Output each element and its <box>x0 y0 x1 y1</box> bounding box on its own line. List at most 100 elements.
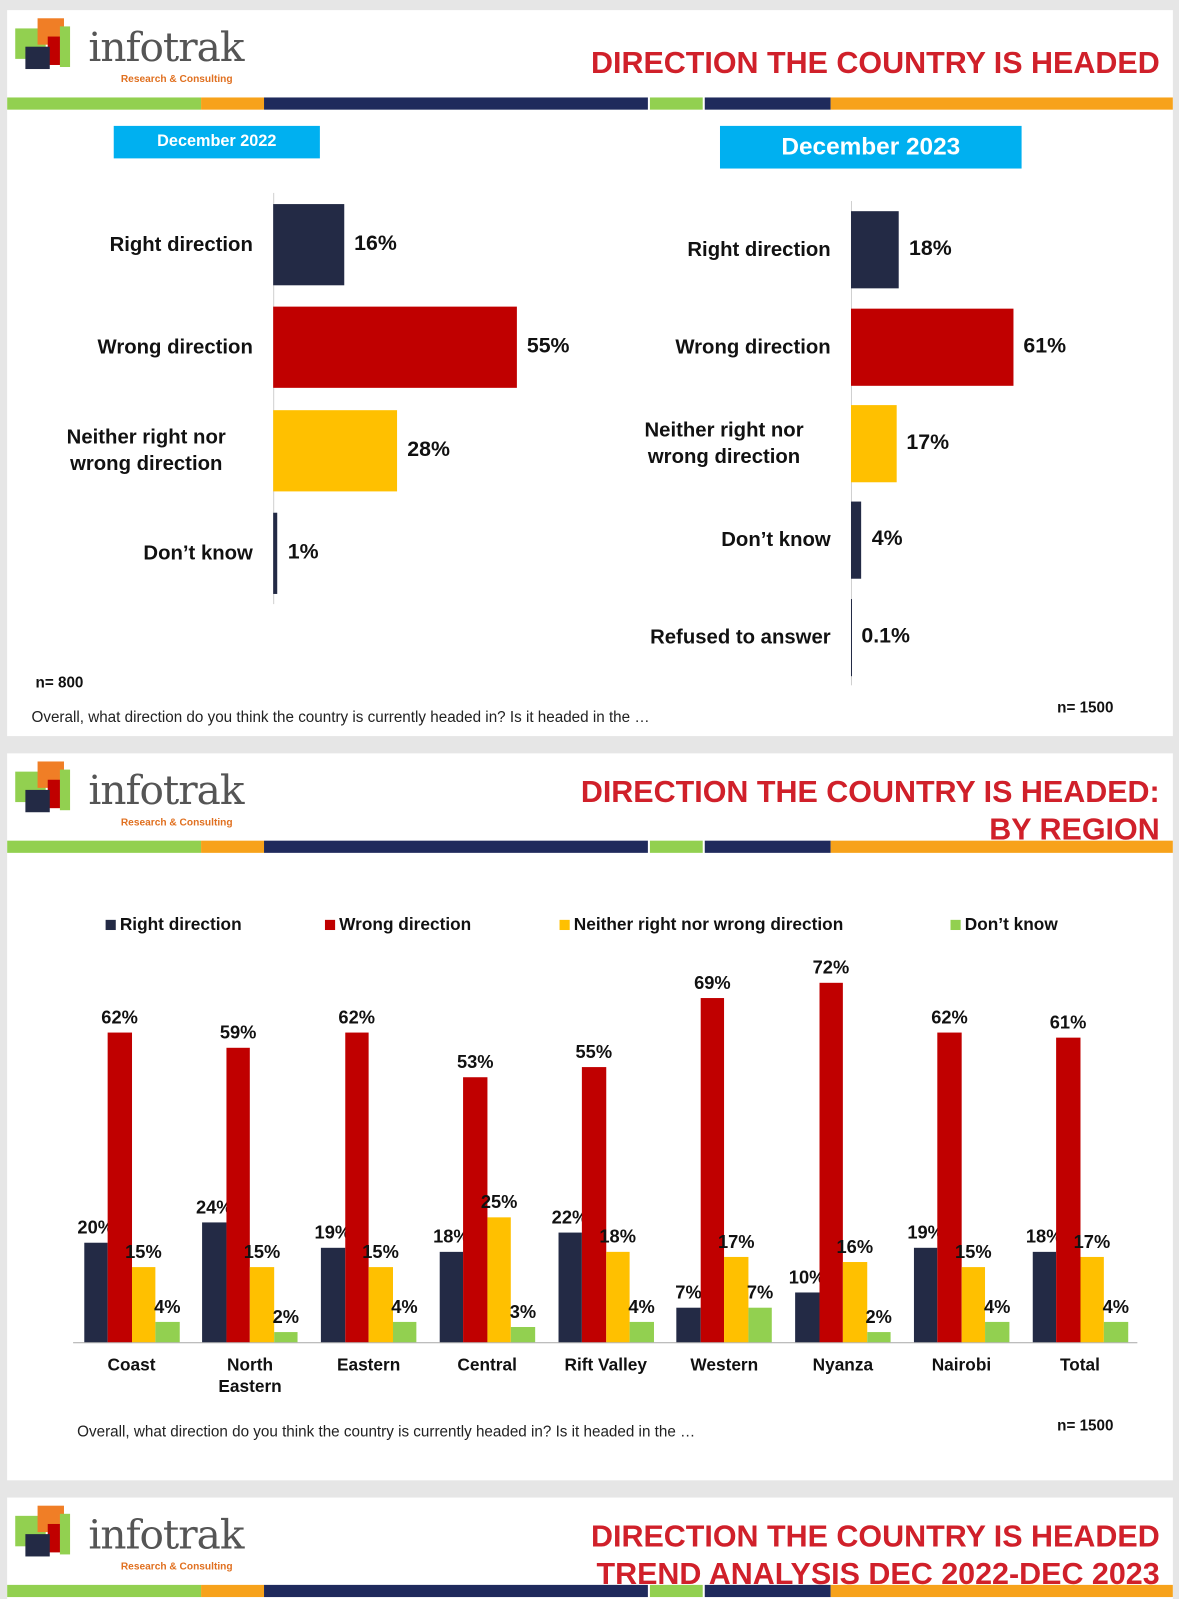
slide-title: DIRECTION THE COUNTRY IS HEADED <box>591 1520 1160 1555</box>
value-label: 18% <box>587 1227 647 1248</box>
bar <box>700 998 724 1343</box>
logo-block <box>25 47 49 69</box>
bar <box>914 1247 938 1342</box>
category-label: Nyanza <box>792 1354 894 1375</box>
value-label: 16% <box>825 1237 885 1258</box>
value-label: 2% <box>848 1307 908 1328</box>
color-stripe <box>7 1585 201 1597</box>
sample-size: n= 1500 <box>1057 1417 1113 1434</box>
category-label: Right direction <box>617 209 830 290</box>
value-label: 15% <box>113 1242 173 1263</box>
legend-label: Neither right nor wrong direction <box>574 915 844 935</box>
value-label: 4% <box>872 527 903 551</box>
slide-title: DIRECTION THE COUNTRY IS HEADED: <box>581 776 1160 811</box>
legend-swatch <box>106 920 116 930</box>
bar <box>273 410 397 491</box>
value-label: 4% <box>374 1297 434 1318</box>
value-label: 28% <box>407 438 450 462</box>
value-label: 62% <box>89 1007 149 1028</box>
slide-title: DIRECTION THE COUNTRY IS HEADED <box>591 47 1160 82</box>
bar <box>867 1332 891 1342</box>
category-label: Coast <box>81 1354 183 1375</box>
value-label: 61% <box>1038 1012 1098 1033</box>
category-label: Wrong direction <box>40 307 253 388</box>
bar <box>226 1048 250 1343</box>
bar <box>202 1222 226 1342</box>
category-label: Rift Valley <box>555 1354 657 1375</box>
category-label: Neither right nor wrong direction <box>617 403 830 484</box>
bar <box>1104 1322 1128 1342</box>
sample-size: n= 800 <box>36 674 84 691</box>
sample-size: n= 1500 <box>1057 700 1113 717</box>
bar <box>273 204 344 285</box>
category-label: Wrong direction <box>617 307 830 388</box>
value-label: 17% <box>1062 1232 1122 1253</box>
value-label: 61% <box>1023 334 1066 358</box>
color-stripe <box>264 97 648 109</box>
slide-title: BY REGION <box>989 813 1159 848</box>
color-stripe <box>705 97 831 109</box>
bar <box>392 1322 416 1342</box>
bar <box>938 1033 962 1343</box>
bar <box>558 1232 582 1342</box>
bar <box>1032 1252 1056 1342</box>
value-label: 53% <box>445 1052 505 1073</box>
value-label: 7% <box>730 1282 790 1303</box>
legend-swatch <box>560 920 570 930</box>
category-label: Refused to answer <box>617 597 830 678</box>
logo-tagline: Research & Consulting <box>121 1562 233 1573</box>
bar <box>345 1033 369 1343</box>
color-stripe <box>201 841 264 853</box>
value-label: 55% <box>564 1042 624 1063</box>
value-label: 55% <box>527 334 570 358</box>
logo-text: infotrak <box>88 1512 243 1559</box>
color-stripe <box>831 97 1173 109</box>
bar <box>851 309 1013 386</box>
value-label: 59% <box>208 1022 268 1043</box>
logo-block <box>60 770 70 811</box>
color-stripe <box>705 841 831 853</box>
logo-block <box>25 790 49 812</box>
footnote: Overall, what direction do you think the… <box>31 709 649 726</box>
bar <box>108 1033 132 1343</box>
bar <box>511 1327 535 1342</box>
color-stripe <box>201 97 264 109</box>
bar <box>851 405 896 482</box>
legend-swatch <box>325 920 335 930</box>
category-label: North Eastern <box>199 1354 301 1397</box>
bar <box>439 1252 463 1342</box>
legend-label: Don’t know <box>965 915 1058 935</box>
legend-swatch <box>951 920 961 930</box>
category-label: Central <box>436 1354 538 1375</box>
bar <box>487 1217 511 1342</box>
bar <box>250 1267 274 1342</box>
bar <box>84 1242 108 1342</box>
value-label: 25% <box>469 1192 529 1213</box>
color-stripe <box>650 97 703 109</box>
bar <box>274 1332 298 1342</box>
bar <box>748 1307 772 1342</box>
logo-block <box>60 1514 70 1555</box>
category-label: Western <box>674 1354 776 1375</box>
slide: infotrak Research & Consulting DIRECTION T… <box>7 1498 1173 1599</box>
bar <box>155 1322 179 1342</box>
value-label: 62% <box>326 1007 386 1028</box>
logo-tagline: Research & Consulting <box>121 74 233 85</box>
value-label: 2% <box>256 1307 316 1328</box>
color-stripe <box>7 841 201 853</box>
category-label: Neither right nor wrong direction <box>40 410 253 491</box>
chart-subtitle: December 2023 <box>720 126 1022 169</box>
value-label: 17% <box>906 430 949 454</box>
value-label: 16% <box>354 231 397 255</box>
category-label: Nairobi <box>911 1354 1013 1375</box>
value-label: 0.1% <box>861 624 910 648</box>
slide-title: TREND ANALYSIS DEC 2022-DEC 2023 <box>596 1557 1159 1592</box>
logo-block <box>25 1534 49 1556</box>
value-label: 4% <box>967 1297 1027 1318</box>
bar <box>273 307 517 388</box>
category-label: Total <box>1029 1354 1131 1375</box>
value-label: 15% <box>943 1242 1003 1263</box>
legend-label: Right direction <box>120 915 242 935</box>
